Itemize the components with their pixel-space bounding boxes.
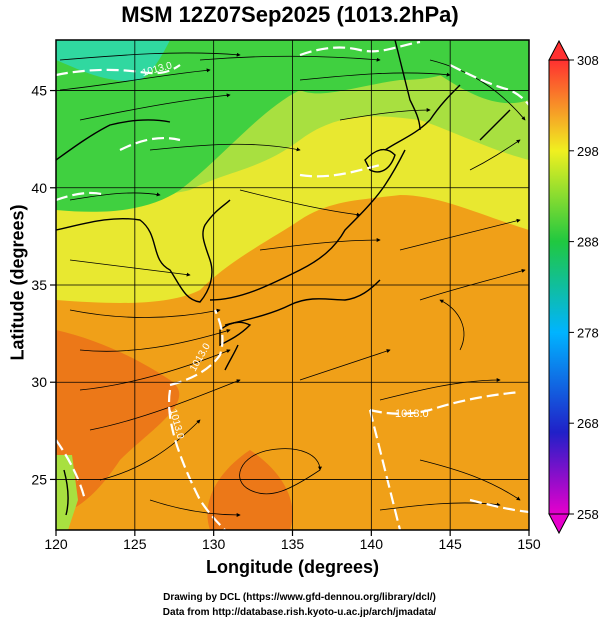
chart-title: MSM 12Z07Sep2025 (1013.2hPa) xyxy=(121,2,459,27)
x-tick-label: 135 xyxy=(281,536,305,552)
colorbar-min-triangle xyxy=(548,513,570,535)
x-tick-label: 150 xyxy=(517,536,541,552)
y-tick-label: 30 xyxy=(31,374,47,390)
isobar-lines xyxy=(56,40,529,530)
x-tick-label: 145 xyxy=(438,536,462,552)
wind-streamlines xyxy=(59,52,526,517)
x-tick-label: 140 xyxy=(360,536,384,552)
colorbar-tick-label: 278 xyxy=(577,325,599,340)
contour-label: 1013.0 xyxy=(395,408,429,420)
y-axis: 25 30 35 40 45 xyxy=(31,83,56,487)
y-tick-label: 35 xyxy=(31,277,47,293)
grid-lines xyxy=(56,40,529,530)
x-axis: 120 125 130 135 140 145 150 xyxy=(44,530,541,552)
credit-drawing: Drawing by DCL (https://www.gfd-dennou.o… xyxy=(163,592,436,603)
colorbar-tick-label: 258 xyxy=(577,507,599,522)
credit-data: Data from http://database.rish.kyoto-u.a… xyxy=(162,607,437,618)
coastlines xyxy=(56,40,511,516)
y-tick-label: 40 xyxy=(31,180,47,196)
colorbar-tick-label: 308 xyxy=(577,53,599,68)
y-axis-label: Latitude (degrees) xyxy=(7,204,28,361)
y-tick-label: 25 xyxy=(31,471,47,487)
colorbar-tick-label: 268 xyxy=(577,416,599,431)
colorbar-tick-label: 288 xyxy=(577,235,599,250)
colorbar-max-triangle xyxy=(548,39,570,61)
y-tick-label: 45 xyxy=(31,83,47,99)
x-tick-label: 120 xyxy=(44,536,68,552)
colorbar-tick-label: 298 xyxy=(577,144,599,159)
x-tick-label: 125 xyxy=(123,536,147,552)
colorbar: 258 268 278 288 298 308 xyxy=(548,39,599,535)
x-axis-label: Longitude (degrees) xyxy=(205,557,379,577)
colorbar-scale xyxy=(548,59,570,515)
x-tick-label: 130 xyxy=(202,536,226,552)
